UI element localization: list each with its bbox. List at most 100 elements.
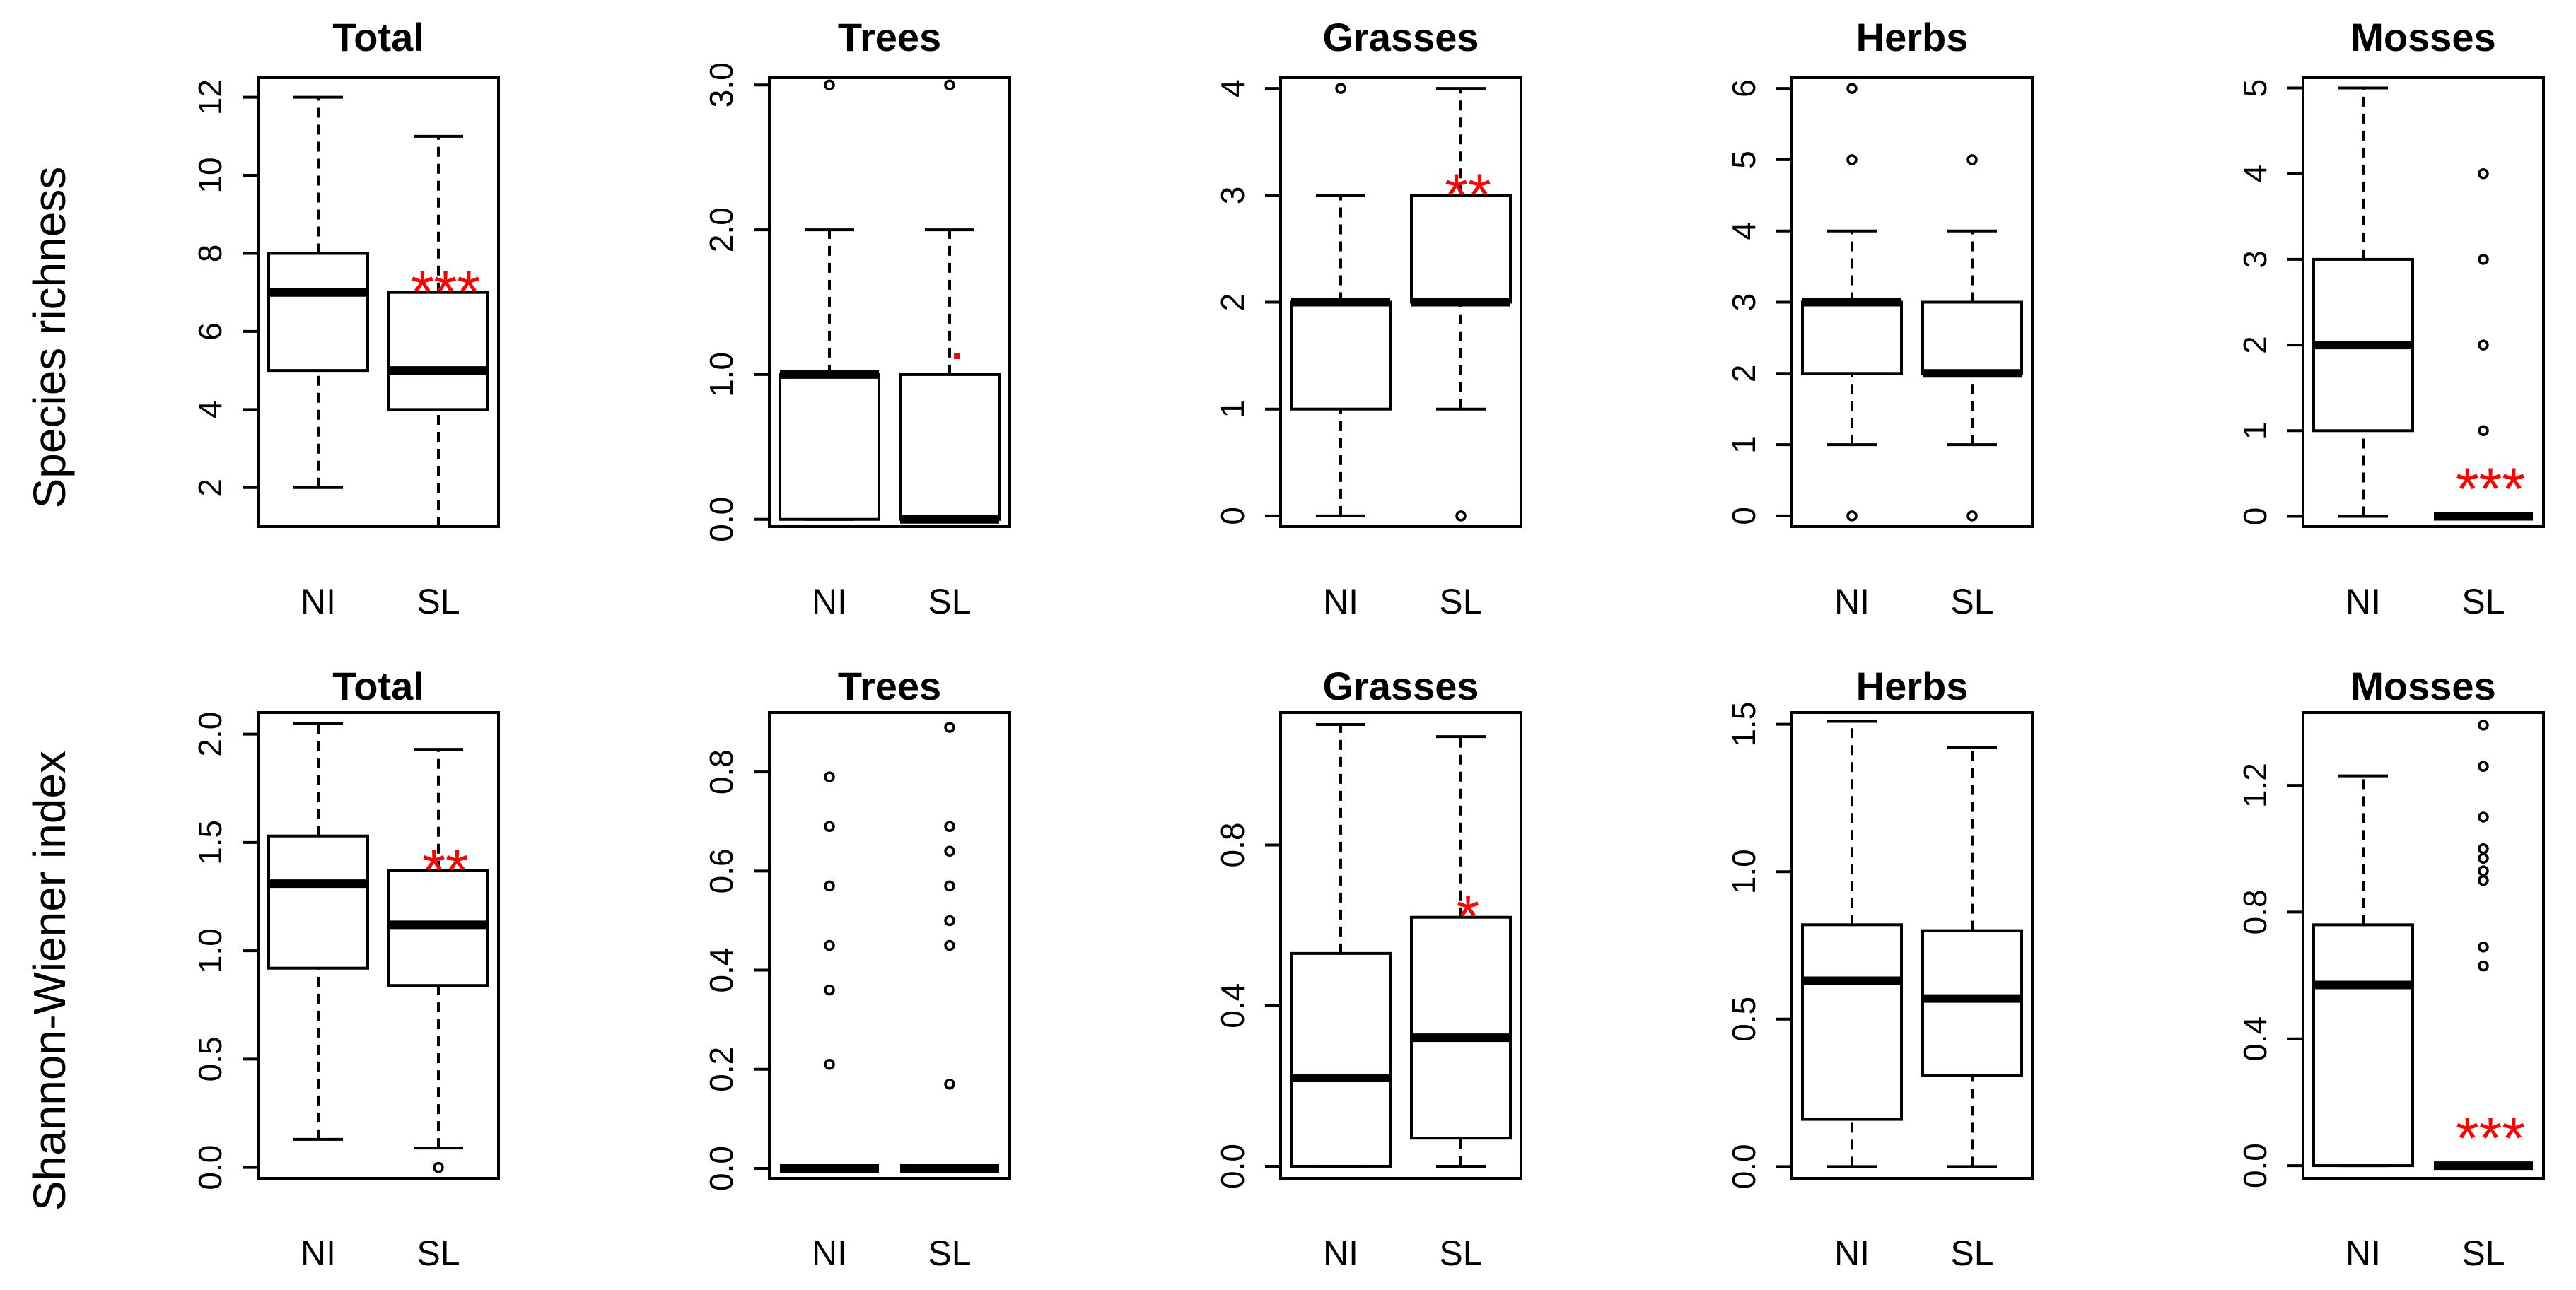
panel-mosses-shannon: Mosses 0.0 0.4 0.8 1.2 NI SL *** <box>2237 664 2545 1273</box>
x-category-label: SL <box>1439 582 1482 621</box>
x-category-label: SL <box>1950 582 1993 621</box>
significance-marker: ** <box>1445 161 1491 228</box>
y-tick-label: 3 <box>1214 187 1251 205</box>
significance-marker: . <box>948 305 964 372</box>
y-tick-label: 3.0 <box>703 62 740 107</box>
panel-title: Trees <box>838 664 941 708</box>
y-tick-label: 0.8 <box>703 749 740 794</box>
y-tick-label: 1.0 <box>192 928 228 973</box>
outlier-point <box>2478 865 2489 876</box>
outlier-point <box>944 939 955 951</box>
row-label: Species richness <box>24 167 75 509</box>
plot-frame <box>2302 711 2545 1180</box>
plot-frame <box>768 711 1011 1180</box>
outlier-point <box>2478 843 2489 855</box>
plot-frame <box>1279 711 1522 1180</box>
y-tick-label: 4 <box>1725 222 1762 240</box>
y-tick-label: 2 <box>1214 293 1251 312</box>
y-tick-label: 0.8 <box>1214 822 1251 867</box>
x-category-label: SL <box>928 582 971 621</box>
y-tick-label: 0.0 <box>1725 1144 1762 1189</box>
box-iqr <box>1410 915 1512 1140</box>
y-tick-label: 1 <box>1214 400 1251 418</box>
y-tick-label: 0.4 <box>2237 1016 2273 1062</box>
box-iqr <box>779 373 880 521</box>
outlier-point <box>2478 941 2489 953</box>
outlier-point <box>2478 852 2489 864</box>
y-tick-label: 0.8 <box>2237 889 2273 934</box>
box-iqr <box>1290 951 1392 1168</box>
panel-title: Mosses <box>2350 664 2495 708</box>
y-tick-label: 6 <box>1725 79 1762 98</box>
x-category-label: SL <box>1950 1233 1993 1273</box>
outlier-point <box>433 1161 444 1173</box>
x-category-label: NI <box>1323 582 1358 621</box>
panel-title: Grasses <box>1322 664 1479 708</box>
y-tick-label: 1 <box>1725 435 1762 454</box>
panel-title: Total <box>332 15 424 59</box>
box-iqr <box>1801 923 1903 1121</box>
panel-title: Total <box>332 664 424 708</box>
y-tick-label: 1.0 <box>703 352 740 397</box>
box-iqr <box>1921 300 2023 375</box>
y-tick-label: 2 <box>2237 336 2273 354</box>
outlier-point <box>2478 811 2489 823</box>
y-tick-label: 1.5 <box>192 820 228 865</box>
panel-total-richness: Total 2 4 6 8 10 12 NI SL *** <box>192 15 500 621</box>
panel-mosses-richness: Mosses 0 1 2 3 4 5 NI SL *** <box>2237 15 2545 621</box>
x-category-label: NI <box>812 582 847 621</box>
panel-trees-shannon: Trees 0.0 0.2 0.4 0.6 0.8 NI SL <box>703 664 1011 1273</box>
y-tick-label: 0.0 <box>1214 1144 1251 1189</box>
x-category-label: NI <box>301 582 336 621</box>
outlier-point <box>1455 510 1467 522</box>
x-category-label: NI <box>1323 1233 1358 1273</box>
panel-herbs-richness: Herbs 0 1 2 3 4 5 6 NI SL <box>1725 15 2034 621</box>
y-tick-label: 2 <box>192 479 228 497</box>
x-category-label: NI <box>2345 1233 2381 1273</box>
y-tick-label: 1.0 <box>1725 849 1762 894</box>
plot-frame <box>257 76 500 528</box>
outlier-point <box>824 984 835 996</box>
y-tick-label: 8 <box>192 245 228 263</box>
box-iqr <box>267 252 369 373</box>
y-tick-label: 0.5 <box>1725 997 1762 1042</box>
outlier-point <box>2478 874 2489 886</box>
box-iqr <box>1410 194 1512 304</box>
plot-frame <box>257 711 500 1180</box>
box-iqr <box>1921 929 2023 1077</box>
outlier-point <box>1846 83 1858 94</box>
y-tick-label: 0.4 <box>703 948 740 993</box>
x-category-label: SL <box>928 1233 971 1273</box>
outlier-point <box>944 880 955 892</box>
x-category-label: NI <box>1834 1233 1870 1273</box>
outlier-point <box>2478 720 2489 731</box>
outlier-point <box>824 880 835 892</box>
box-iqr <box>1801 300 1903 375</box>
box-iqr <box>2312 923 2414 1168</box>
y-tick-label: 0.0 <box>192 1145 228 1190</box>
outlier-point <box>2478 761 2489 772</box>
y-tick-label: 5 <box>2237 79 2273 98</box>
y-tick-label: 0 <box>1214 507 1251 525</box>
significance-marker: ** <box>422 837 468 903</box>
y-tick-label: 12 <box>192 79 228 115</box>
significance-marker: *** <box>2456 1105 2525 1171</box>
x-category-label: SL <box>416 582 460 621</box>
outlier-point <box>944 79 955 90</box>
outlier-point <box>1846 154 1858 165</box>
outlier-point <box>2478 254 2489 265</box>
outlier-point <box>824 1059 835 1070</box>
outlier-point <box>824 939 835 951</box>
x-category-label: SL <box>2461 1233 2505 1273</box>
significance-marker: *** <box>2456 455 2525 522</box>
x-category-label: NI <box>812 1233 847 1273</box>
outlier-point <box>824 79 835 90</box>
outlier-point <box>2478 168 2489 180</box>
outlier-point <box>2478 960 2489 972</box>
y-tick-label: 3 <box>1725 293 1762 312</box>
outlier-point <box>944 821 955 832</box>
outlier-point <box>824 771 835 782</box>
panel-title: Grasses <box>1322 15 1479 59</box>
plot-frame <box>768 76 1011 528</box>
outlier-point <box>944 722 955 733</box>
